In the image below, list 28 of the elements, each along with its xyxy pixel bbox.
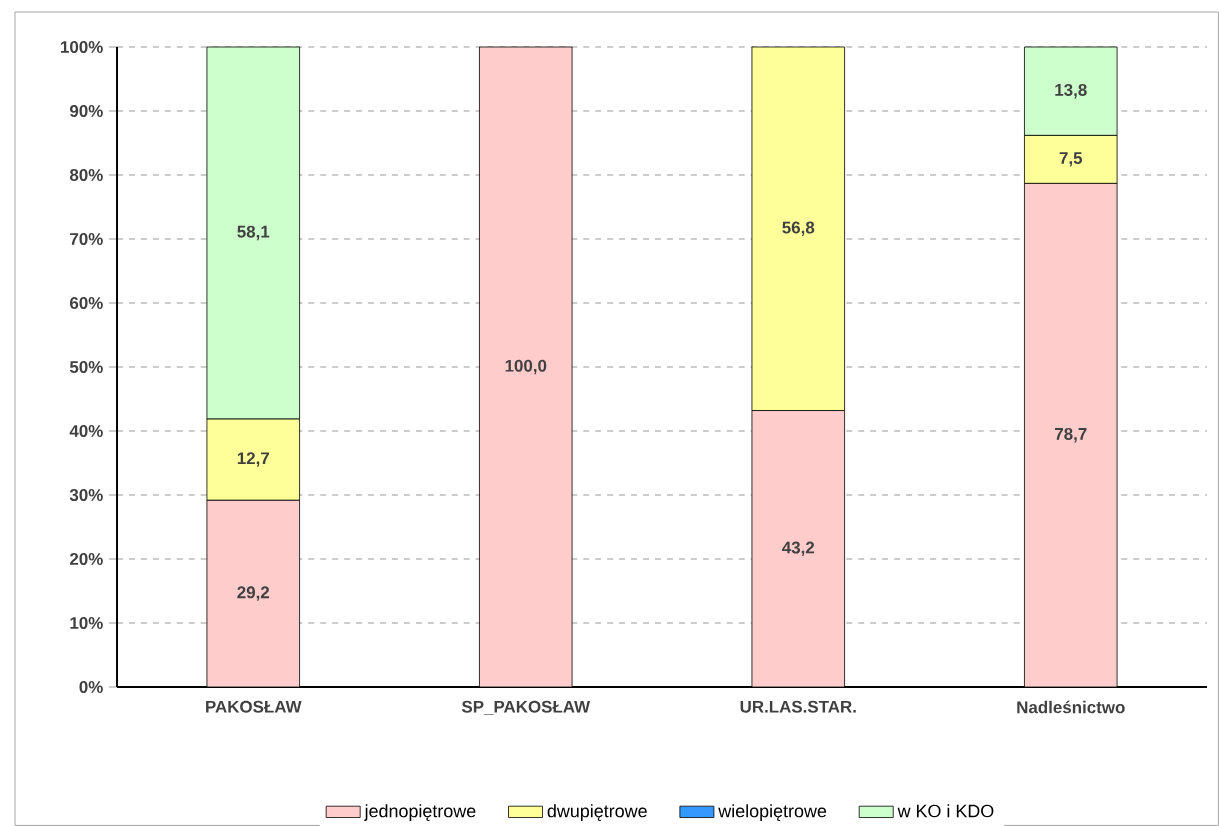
y-tick-label: 70%: [70, 233, 103, 245]
y-tick-label: 0%: [79, 681, 103, 693]
legend-label: jednopiętrowe: [364, 804, 476, 821]
x-tick-label: PAKOSŁAW: [206, 700, 302, 713]
y-tick-label: 60%: [70, 297, 103, 309]
x-tick-label: UR.LAS.STAR.: [740, 700, 856, 713]
y-tick-label: 50%: [69, 361, 103, 373]
data-label: 78,7: [1055, 427, 1087, 443]
data-label: 43,2: [782, 541, 815, 556]
y-tick-label: 100%: [61, 41, 103, 53]
legend-label: w KO i KDO: [897, 804, 994, 818]
data-label: 56,8: [782, 221, 815, 236]
y-tick-label: 10%: [70, 617, 103, 629]
legend-label: wielopiętrowe: [718, 804, 827, 821]
y-tick-label: 30%: [69, 489, 103, 501]
legend-label: dwupiętrowe: [547, 804, 647, 821]
data-label: 58,1: [237, 225, 270, 241]
y-tick-label: 20%: [69, 553, 103, 565]
data-label: 100,0: [505, 359, 547, 375]
data-label: 29,2: [237, 586, 270, 601]
x-tick-label: SP_PAKOSŁAW: [461, 700, 591, 715]
y-tick-label: 40%: [69, 425, 103, 437]
data-label: 7,5: [1059, 152, 1083, 167]
data-label: 13,8: [1055, 83, 1087, 99]
x-tick-label: Nadleśnictwo: [1017, 700, 1125, 714]
data-label: 12,7: [237, 452, 270, 467]
y-tick-label: 80%: [69, 169, 103, 181]
y-tick-label: 90%: [69, 105, 103, 117]
